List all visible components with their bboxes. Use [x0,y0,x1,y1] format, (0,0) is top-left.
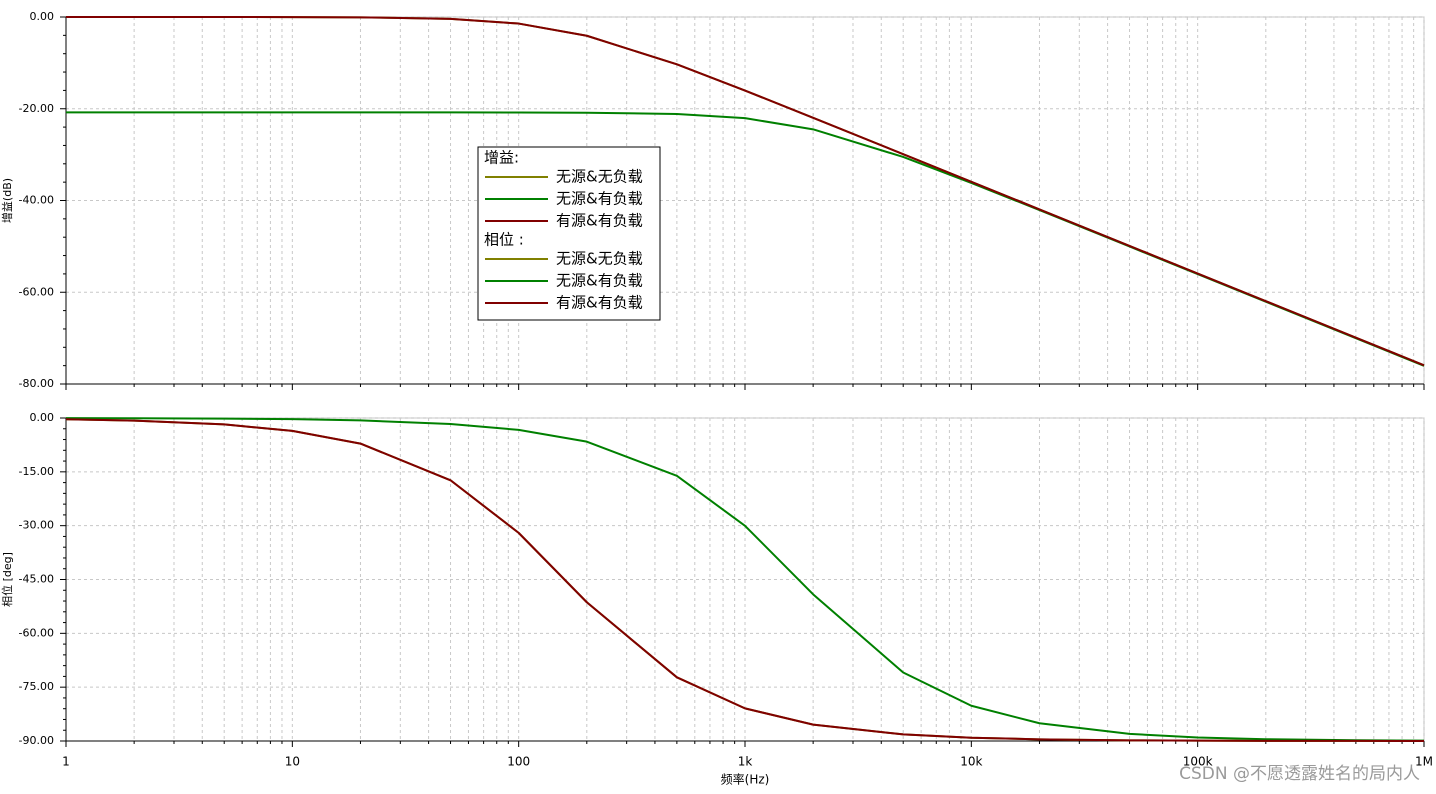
y-tick-label: -75.00 [19,680,54,693]
legend-label: 无源&无负载 [556,168,643,186]
y-tick-label: -60.00 [19,285,54,298]
x-tick-label: 100k [1183,755,1213,769]
x-axis-title: 频率(Hz) [721,772,770,787]
legend-label: 无源&有负载 [556,272,643,290]
x-tick-label: 10k [960,755,982,769]
y-tick-label: 0.00 [30,10,55,23]
x-tick-label: 1 [62,755,70,769]
y-tick-label: -90.00 [19,734,54,747]
legend-box [477,146,661,321]
legend-title: 增益: [484,149,519,167]
x-tick-label: 100 [507,755,530,769]
y-tick-label: 0.00 [30,411,55,424]
series-line [66,16,1425,367]
y-axis-title: 增益(dB) [0,178,14,223]
y-tick-label: -40.00 [19,194,54,207]
y-tick-label: -80.00 [19,377,54,390]
legend-label: 无源&无负载 [556,250,643,268]
y-tick-label: -20.00 [19,102,54,115]
x-tick-label: 1M [1415,755,1433,769]
watermark: CSDN @不愿透露姓名的局内人 [1179,764,1420,784]
y-axis-title: 相位 [deg] [0,552,14,607]
y-tick-label: -15.00 [19,465,54,478]
y-tick-label: -30.00 [19,519,54,532]
series-line [65,418,1425,742]
y-tick-label: -60.00 [19,626,54,639]
legend-title: 相位 : [484,231,524,249]
x-tick-label: 1k [738,755,753,769]
legend-label: 有源&有负载 [556,294,643,312]
y-tick-label: -45.00 [19,573,54,586]
legend-label: 无源&有负载 [556,190,643,208]
series-line [65,417,1425,742]
legend-label: 有源&有负载 [556,212,643,230]
x-tick-label: 10 [285,755,300,769]
